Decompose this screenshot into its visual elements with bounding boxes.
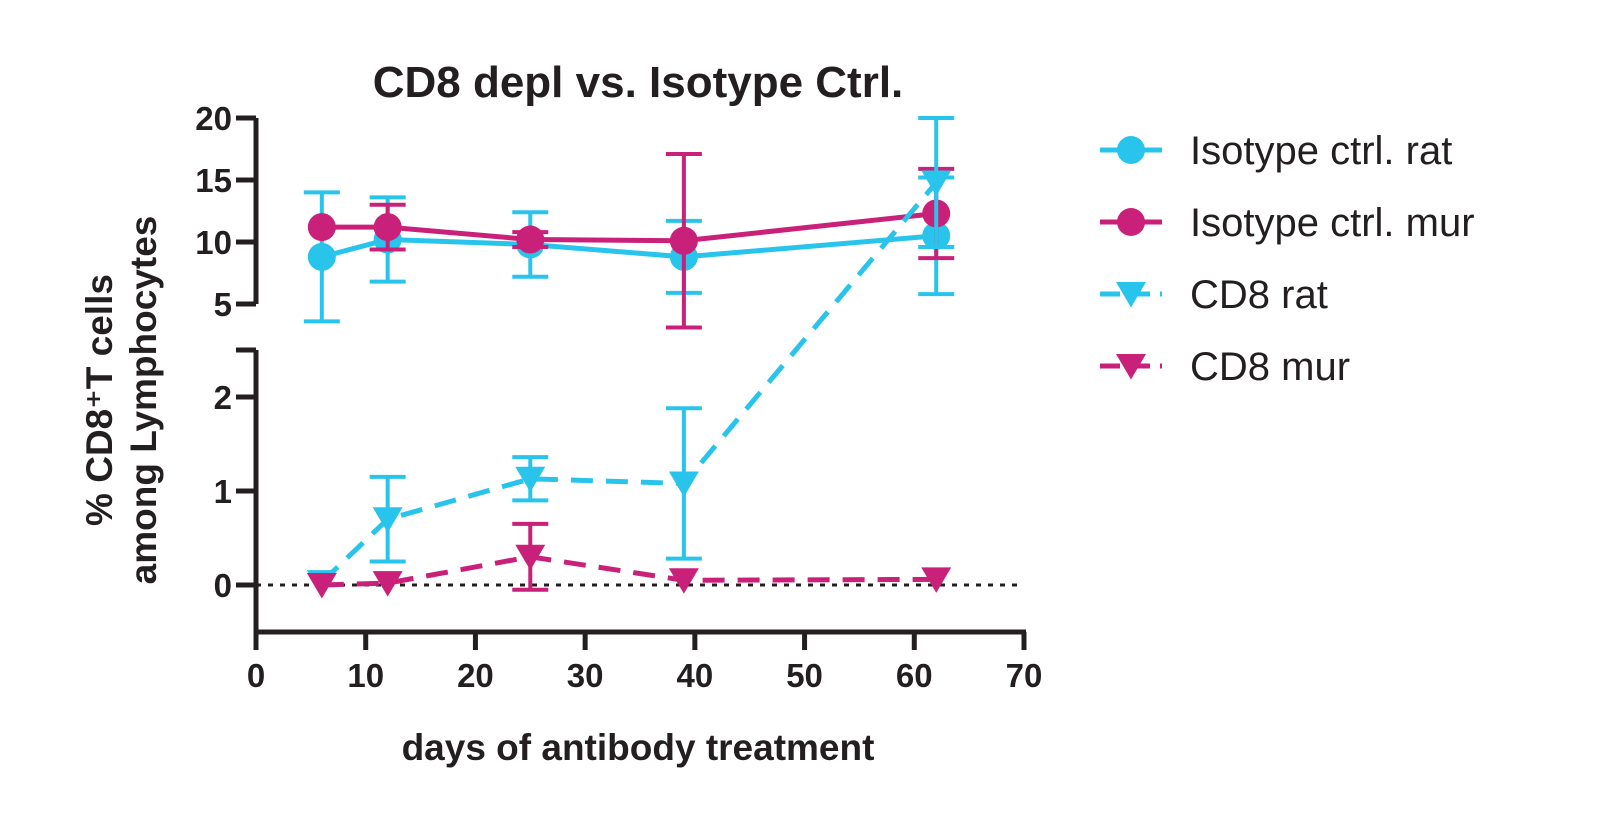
data-point <box>373 213 402 242</box>
y-axis-label: % CD8⁺T cells among Lymphocytes <box>79 216 164 585</box>
plot-area <box>303 116 955 599</box>
legend-item: Isotype ctrl. rat <box>1100 129 1452 173</box>
x-tick-label: 40 <box>676 657 713 694</box>
data-point <box>515 466 546 493</box>
data-point <box>515 544 546 571</box>
data-point <box>306 573 337 599</box>
x-tick-label: 30 <box>567 657 604 694</box>
data-point <box>668 568 699 594</box>
x-tick-label: 60 <box>896 657 933 694</box>
y-tick-label-upper: 5 <box>214 286 232 323</box>
y-tick-label-upper: 10 <box>195 224 232 261</box>
legend-label: CD8 mur <box>1190 345 1350 389</box>
legend-item: Isotype ctrl. mur <box>1100 201 1475 245</box>
series-isotype-ctrl-mur <box>307 151 955 330</box>
x-tick-label: 0 <box>247 657 265 694</box>
series-cd8-mur <box>306 521 952 599</box>
x-axis-label: days of antibody treatment <box>402 727 875 768</box>
x-tick-label: 70 <box>1006 657 1043 694</box>
data-point <box>516 225 545 254</box>
data-point <box>372 507 403 533</box>
legend-swatch-marker <box>1117 136 1145 164</box>
y-axis-label-line2: among Lymphocytes <box>123 216 164 585</box>
x-tick-label: 50 <box>786 657 823 694</box>
legend-label: Isotype ctrl. rat <box>1190 129 1452 173</box>
y-tick-label-lower: 0 <box>214 567 232 604</box>
series-cd8-rat <box>306 116 955 596</box>
series-line <box>321 554 937 588</box>
legend-label: Isotype ctrl. mur <box>1190 201 1475 245</box>
data-point <box>669 226 698 255</box>
data-point <box>307 213 336 242</box>
data-point <box>668 471 699 497</box>
data-point <box>372 571 403 597</box>
y-tick-label-lower: 2 <box>214 379 232 416</box>
legend-swatch-marker <box>1117 208 1145 236</box>
legend: Isotype ctrl. rat Isotype ctrl. mur CD8 ra… <box>1100 129 1475 389</box>
legend-item: CD8 mur <box>1100 345 1350 389</box>
data-point <box>307 242 336 271</box>
data-point <box>921 567 952 593</box>
chart-title: CD8 depl vs. Isotype Ctrl. <box>373 58 904 107</box>
legend-item: CD8 rat <box>1100 273 1328 317</box>
series-line <box>321 210 937 244</box>
data-point <box>921 170 952 196</box>
y-tick-label-lower: 1 <box>214 473 232 510</box>
x-tick-label: 20 <box>457 657 494 694</box>
legend-swatch-marker <box>1116 282 1146 308</box>
y-tick-label-upper: 15 <box>195 162 232 199</box>
x-tick-label: 10 <box>347 657 384 694</box>
legend-swatch-marker <box>1116 354 1146 380</box>
y-axis-label-line1: % CD8⁺T cells <box>79 274 120 526</box>
y-tick-label-upper: 20 <box>195 100 232 137</box>
legend-label: CD8 rat <box>1190 273 1328 317</box>
